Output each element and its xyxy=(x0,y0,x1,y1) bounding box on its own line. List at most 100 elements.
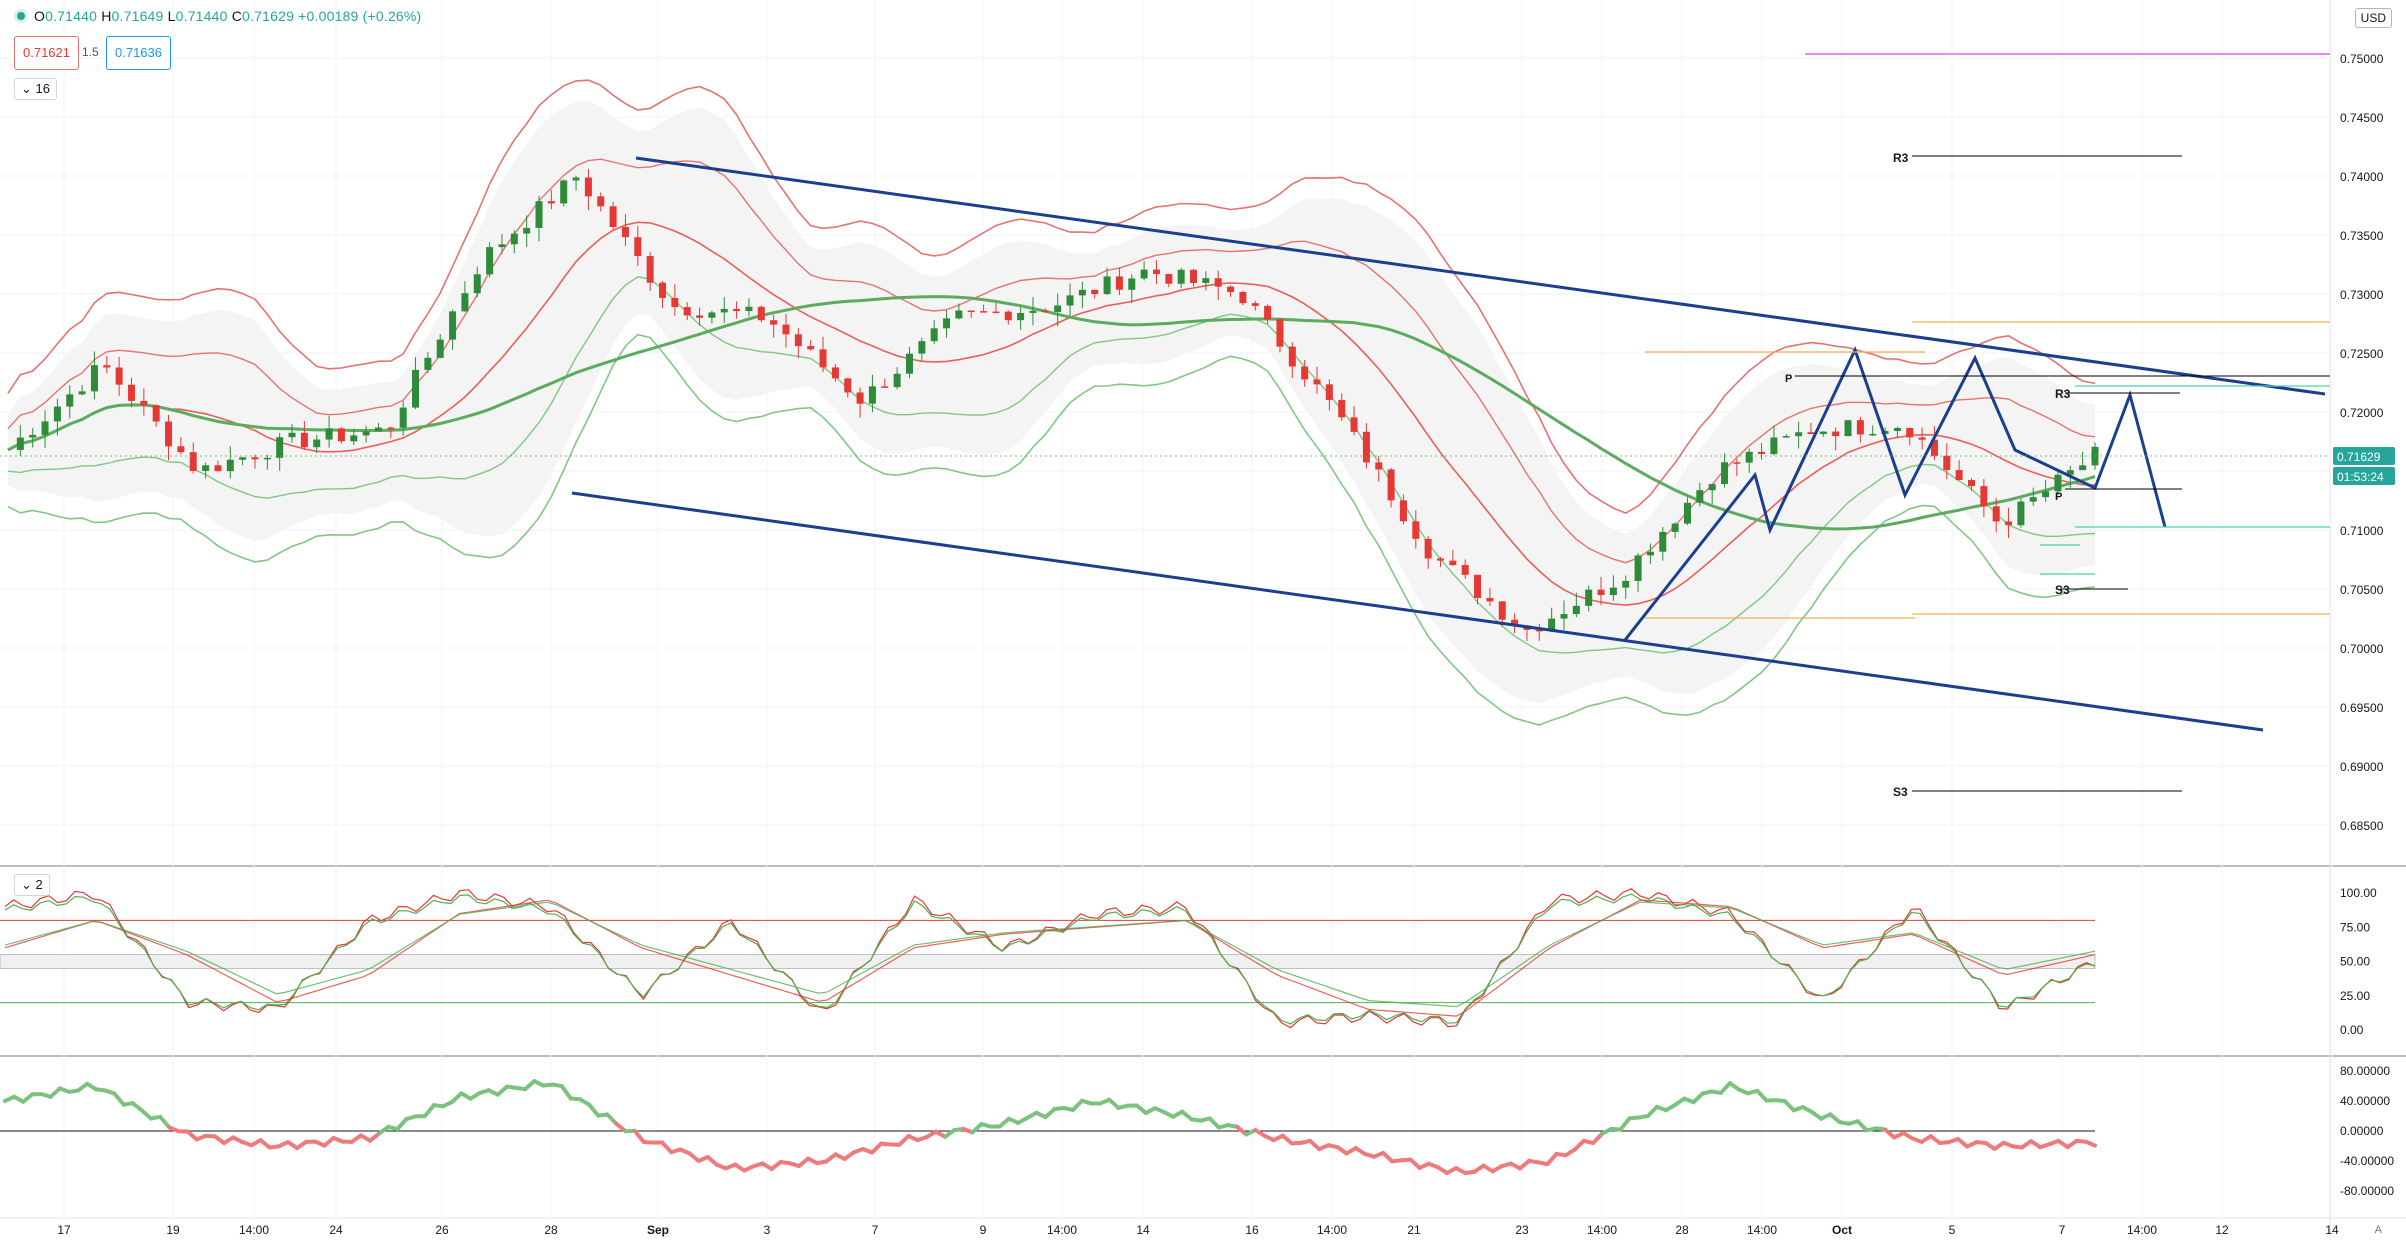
candle-body xyxy=(288,432,296,438)
pivot-s3-label: S3 xyxy=(1893,785,1908,799)
oscillator-toggle[interactable]: ⌄ 2 xyxy=(14,874,50,896)
candle-body xyxy=(1115,276,1123,290)
candle-body xyxy=(313,439,321,448)
chevron-down-icon: ⌄ xyxy=(21,81,32,96)
candle-body xyxy=(1918,437,1926,440)
price-tick-label: 0.70000 xyxy=(2340,642,2384,656)
candle-body xyxy=(1733,462,1741,464)
candle-body xyxy=(226,459,234,472)
osc-tick-label: -80.00000 xyxy=(2340,1184,2394,1198)
pivot-r3-label: R3 xyxy=(1893,151,1909,165)
price-tick-label: 0.74500 xyxy=(2340,111,2384,125)
candle-body xyxy=(1807,432,1815,435)
time-tick-label: 24 xyxy=(329,1223,343,1237)
candle-body xyxy=(399,407,407,428)
candle-body xyxy=(757,306,765,321)
candle-body xyxy=(782,324,790,335)
band-fill xyxy=(8,101,2095,704)
momentum-segment xyxy=(1308,1138,1322,1152)
price-tick-label: 0.68500 xyxy=(2340,819,2384,833)
stoch-tick-label: 50.00 xyxy=(2340,955,2370,969)
auto-scale-button[interactable]: A xyxy=(2374,1224,2382,1236)
candle-body xyxy=(1585,589,1593,606)
time-tick-label: Sep xyxy=(647,1223,669,1237)
currency-badge[interactable]: USD xyxy=(2354,8,2392,28)
candle-body xyxy=(819,349,827,368)
momentum-segment xyxy=(897,1134,911,1147)
candle-body xyxy=(1708,484,1716,491)
candle-body xyxy=(1634,555,1642,581)
candle-body xyxy=(1609,587,1617,596)
candle-body xyxy=(560,180,568,204)
candle-body xyxy=(831,367,839,379)
chevron-down-icon: ⌄ xyxy=(21,877,32,892)
momentum-segment xyxy=(1755,1088,1769,1103)
time-tick-label: 19 xyxy=(166,1223,180,1237)
stoch-fast-line xyxy=(4,888,2096,1029)
candle-body xyxy=(1338,399,1346,418)
candle-body xyxy=(733,308,741,312)
candle-body xyxy=(1288,346,1296,367)
price-tick-label: 0.69500 xyxy=(2340,701,2384,715)
momentum-segment xyxy=(587,1102,601,1118)
candle-body xyxy=(1362,431,1370,463)
candle-body xyxy=(90,365,98,392)
candle-body xyxy=(2066,470,2074,475)
candle-body xyxy=(1560,614,1568,619)
last-price-tag xyxy=(2333,447,2395,465)
stoch-tick-label: 25.00 xyxy=(2340,989,2370,1003)
momentum-segment xyxy=(2083,1139,2097,1148)
momentum-segment xyxy=(1855,1119,1869,1133)
stoch-slow-line xyxy=(4,899,2096,1017)
candle-body xyxy=(671,297,679,308)
candle-body xyxy=(1375,462,1383,470)
candle-body xyxy=(461,293,469,312)
momentum-segment xyxy=(870,1141,884,1155)
candle-body xyxy=(930,328,938,342)
momentum-segment xyxy=(1691,1091,1705,1105)
sell-price-button[interactable]: 0.71621 xyxy=(14,36,79,70)
candle-body xyxy=(1004,311,1012,321)
time-tick-label: 16 xyxy=(1245,1223,1259,1237)
candle-body xyxy=(362,431,370,436)
momentum-segment xyxy=(523,1079,537,1092)
price-tick-label: 0.69000 xyxy=(2340,760,2384,774)
candle-body xyxy=(1436,558,1444,561)
candle-body xyxy=(1152,269,1160,275)
candle-body xyxy=(955,310,963,319)
indicators-toggle[interactable]: ⌄ 16 xyxy=(14,78,57,100)
osc-tick-label: 80.00000 xyxy=(2340,1064,2390,1078)
buy-price-button[interactable]: 0.71636 xyxy=(106,36,171,70)
countdown-label: 01:53:24 xyxy=(2337,470,2384,484)
candle-body xyxy=(1548,618,1556,631)
indicator-count: 16 xyxy=(35,81,50,96)
candle-body xyxy=(103,365,111,368)
candle-body xyxy=(683,307,691,316)
candle-body xyxy=(53,406,61,422)
candle-body xyxy=(2054,474,2062,492)
momentum-segment xyxy=(605,1112,619,1126)
candle-body xyxy=(572,177,580,181)
candle-body xyxy=(1869,433,1877,436)
stoch-slow-signal xyxy=(4,901,2096,1008)
candle-body xyxy=(1412,521,1420,539)
candle-body xyxy=(844,378,852,393)
stoch-midband xyxy=(0,954,2096,969)
momentum-segment xyxy=(1782,1099,1796,1113)
momentum-segment xyxy=(450,1091,464,1104)
momentum-segment xyxy=(185,1129,199,1142)
candle-body xyxy=(1745,451,1753,463)
candle-body xyxy=(1721,462,1729,485)
candle-body xyxy=(794,334,802,347)
price-tick-label: 0.71000 xyxy=(2340,524,2384,538)
price-tick-label: 0.73500 xyxy=(2340,229,2384,243)
candle-body xyxy=(115,367,123,385)
candle-body xyxy=(214,465,222,472)
candle-body xyxy=(1782,436,1790,438)
moving-average-slow xyxy=(7,295,2096,531)
pivot-p-label: P xyxy=(1785,373,1792,385)
candle-body xyxy=(621,227,629,238)
harmonic-pattern xyxy=(1623,346,2167,641)
candle-body xyxy=(436,339,444,358)
